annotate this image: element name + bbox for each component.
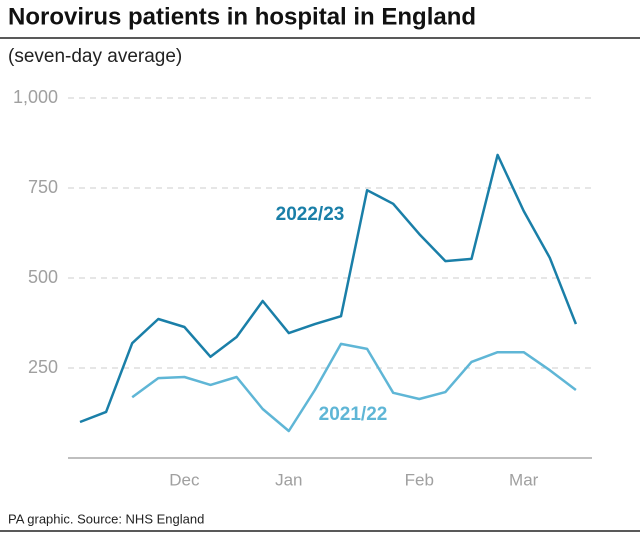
- series-line: [131, 342, 577, 433]
- source-note: PA graphic. Source: NHS England: [8, 511, 204, 526]
- series-label: 2021/22: [319, 404, 388, 425]
- series-label: 2022/23: [276, 204, 345, 225]
- chart-subtitle: (seven-day average): [8, 46, 182, 67]
- x-tick-label: Dec: [169, 470, 200, 489]
- y-tick-label: 500: [28, 267, 58, 287]
- x-tick-label: Feb: [405, 470, 434, 489]
- x-tick-label: Mar: [509, 470, 539, 489]
- y-tick-label: 1,000: [13, 87, 58, 107]
- series-line: [79, 153, 578, 424]
- chart-title: Norovirus patients in hospital in Englan…: [8, 3, 476, 30]
- y-tick-label: 250: [28, 357, 58, 377]
- y-tick-label: 750: [28, 177, 58, 197]
- x-tick-label: Jan: [275, 470, 302, 489]
